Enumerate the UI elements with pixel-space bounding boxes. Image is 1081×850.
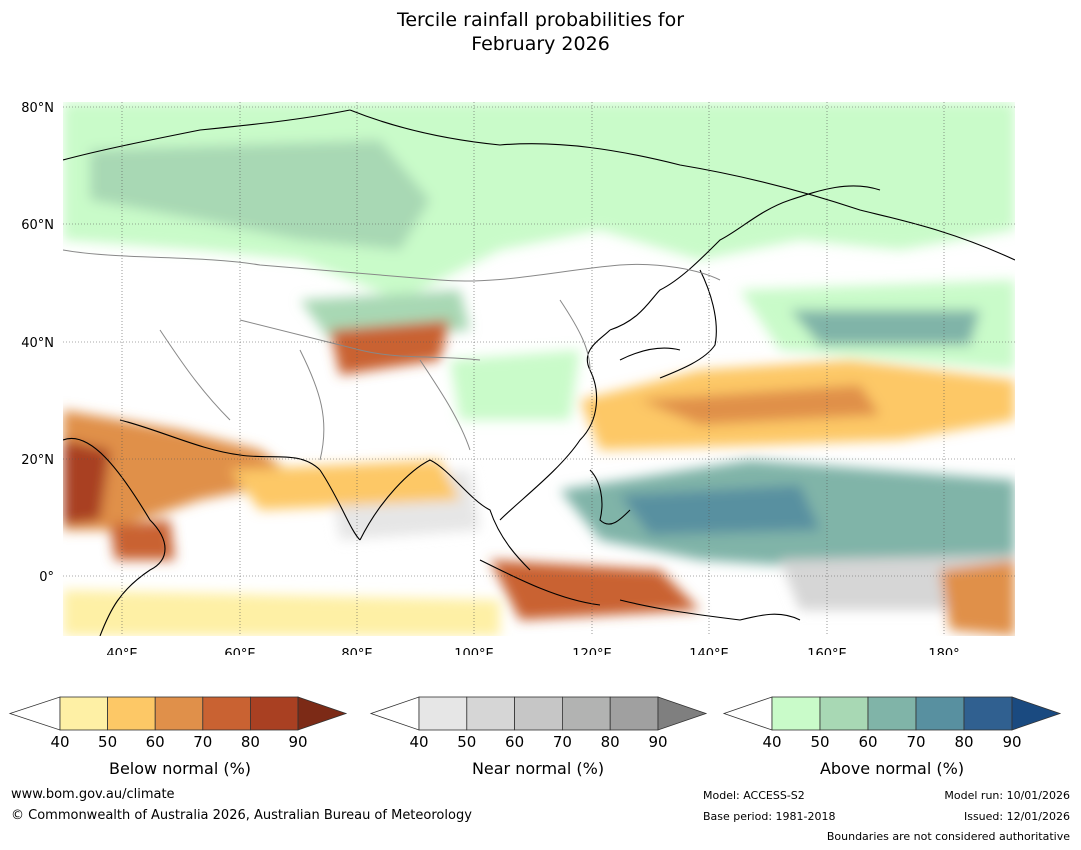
colorbar-cell xyxy=(154,696,204,731)
colorbar-tick-label: 50 xyxy=(457,733,476,750)
colorbar-tick-label: 60 xyxy=(505,733,524,750)
probability-field xyxy=(63,102,1015,636)
lon-label: 120°E xyxy=(572,647,612,655)
colorbar-below-normal: 40 50 60 70 80 90 xyxy=(8,696,348,750)
lat-label: 60°N xyxy=(21,218,54,233)
title-line-1: Tercile rainfall probabilities for xyxy=(396,9,685,31)
colorbar-tick-label: 50 xyxy=(98,733,117,750)
colorbars: 40 50 60 70 80 90 40 50 60 70 80 90 40 50 60 70 80 90 xyxy=(8,696,1062,750)
colorbar-tick-label: 70 xyxy=(906,733,925,750)
colorbar-cell xyxy=(963,696,1013,731)
model-text: Model: ACCESS-S2 xyxy=(703,789,805,802)
lon-label: 100°E xyxy=(454,647,494,655)
colorbar-tick-label: 80 xyxy=(954,733,973,750)
colorbar-tick-label: 90 xyxy=(1002,733,1021,750)
lat-label: 80°N xyxy=(21,101,54,116)
colorbar-cell xyxy=(819,696,869,731)
colorbar-tick-label: 80 xyxy=(241,733,260,750)
lat-label: 20°N xyxy=(21,453,54,468)
below-normal-region-pacific-se xyxy=(940,560,1015,636)
colorbar-tick-label: 40 xyxy=(50,733,69,750)
colorbar-cell xyxy=(107,696,156,731)
colorbar-extend-high xyxy=(1011,696,1062,731)
below-normal-region-south-indian xyxy=(63,590,500,636)
above-normal-region-pacific-darker xyxy=(790,310,980,345)
colorbar-tick-label: 70 xyxy=(553,733,572,750)
below-normal-region-north-pacific-core xyxy=(640,385,880,425)
colorbar-cell xyxy=(202,696,251,731)
colorbar-tick-label: 40 xyxy=(409,733,428,750)
lon-label: 160°E xyxy=(807,647,847,655)
below-normal-region-arabia xyxy=(63,410,300,530)
lat-label: 40°N xyxy=(21,336,54,351)
website-link[interactable]: www.bom.gov.au/climate xyxy=(11,787,175,802)
lon-label: 40°E xyxy=(106,647,137,655)
colorbar-tick-label: 40 xyxy=(762,733,781,750)
base-period-text: Base period: 1981-2018 xyxy=(703,810,836,823)
country-borders xyxy=(63,249,721,461)
lon-label: 140°E xyxy=(689,647,729,655)
colorbar-cell xyxy=(609,696,659,731)
above-normal-region-far-east xyxy=(700,130,1000,220)
colorbar-cell xyxy=(562,696,611,731)
below-normal-region-indonesia xyxy=(490,560,700,620)
below-normal-region-tibet xyxy=(330,320,450,375)
colorbar-tick-label: 60 xyxy=(146,733,165,750)
colorbar-extend-high xyxy=(657,696,708,731)
title-line-2: February 2026 xyxy=(471,33,610,55)
model-run-text: Model run: 10/01/2026 xyxy=(944,789,1070,802)
coastlines xyxy=(63,109,1015,636)
colorbar-tick-label: 90 xyxy=(648,733,667,750)
colorbar-cell xyxy=(418,696,468,731)
lon-label: 180° xyxy=(928,647,959,655)
colorbar-label-near: Near normal (%) xyxy=(471,759,605,778)
colorbar-tick-label: 80 xyxy=(601,733,620,750)
above-normal-region-tropical-pacific-core xyxy=(620,485,820,535)
colorbar-extend-low xyxy=(8,696,61,731)
map-panel xyxy=(63,102,1015,636)
colorbar-extend-high xyxy=(297,696,348,731)
colorbar-cell xyxy=(915,696,965,731)
above-normal-region-siberia xyxy=(90,140,430,250)
forecast-map: 80°N 60°N 40°N 20°N 0° 40°E 60°E 80°E 10… xyxy=(21,101,1015,655)
colorbar-cell xyxy=(59,696,108,731)
colorbar-tick-label: 60 xyxy=(858,733,877,750)
colorbar-extend-low xyxy=(369,696,420,731)
longitude-labels: 40°E 60°E 80°E 100°E 120°E 140°E 160°E 1… xyxy=(106,647,959,655)
lat-label: 0° xyxy=(39,570,54,585)
lon-label: 60°E xyxy=(224,647,255,655)
colorbar-cell xyxy=(771,696,821,731)
colorbar-label-above: Above normal (%) xyxy=(819,759,965,778)
issued-text: Issued: 12/01/2026 xyxy=(963,810,1070,823)
colorbar-tick-label: 90 xyxy=(288,733,307,750)
colorbar-tick-label: 70 xyxy=(193,733,212,750)
colorbar-label-below: Below normal (%) xyxy=(108,759,252,778)
colorbar-cell xyxy=(867,696,917,731)
graticule xyxy=(63,102,1015,636)
boundaries-note: Boundaries are not considered authoritat… xyxy=(826,830,1070,843)
latitude-labels: 80°N 60°N 40°N 20°N 0° xyxy=(21,101,54,585)
lon-label: 80°E xyxy=(341,647,372,655)
colorbar-cell xyxy=(249,696,299,731)
colorbar-above-normal: 40 50 60 70 80 90 xyxy=(722,696,1062,750)
colorbar-cell xyxy=(466,696,515,731)
colorbar-cell xyxy=(514,696,563,731)
copyright-text: © Commonwealth of Australia 2026, Austra… xyxy=(11,808,472,823)
colorbar-near-normal: 40 50 60 70 80 90 xyxy=(369,696,708,750)
below-normal-region-india xyxy=(230,460,460,510)
below-normal-region-horn-africa xyxy=(110,520,175,560)
below-normal-region-arabia-core xyxy=(63,440,110,525)
above-normal-region-asia-inland xyxy=(450,350,580,420)
colorbar-extend-low xyxy=(722,696,773,731)
colorbar-tick-label: 50 xyxy=(810,733,829,750)
